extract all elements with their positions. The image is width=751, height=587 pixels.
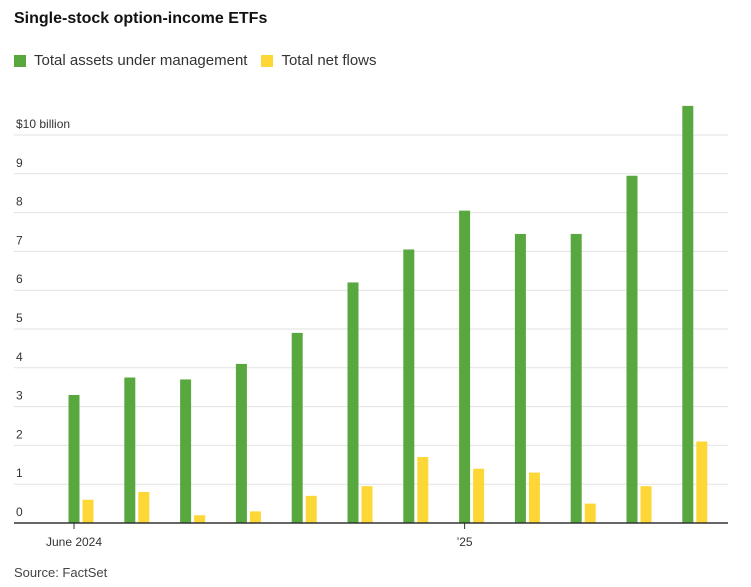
y-tick-label: 9 <box>16 156 23 170</box>
y-tick-label: 1 <box>16 466 23 480</box>
legend-swatch-flows <box>261 54 274 67</box>
y-tick-label: 4 <box>16 350 23 364</box>
bar-assets <box>347 282 359 523</box>
legend: Total assets under management Total net … <box>14 52 391 69</box>
y-tick-label: 2 <box>16 427 23 441</box>
bar-flows <box>696 441 708 523</box>
bar-flows <box>82 499 94 523</box>
bar-assets <box>459 210 471 523</box>
y-tick-label: 7 <box>16 233 23 247</box>
bar-flows <box>473 468 485 523</box>
bar-flows <box>249 511 261 523</box>
bar-assets <box>682 105 694 524</box>
y-tick-label: 0 <box>16 505 23 519</box>
bar-assets <box>68 394 80 523</box>
y-tick-label: 8 <box>16 195 23 209</box>
legend-label-assets: Total assets under management <box>34 52 248 69</box>
y-tick-label: $10 billion <box>16 117 70 131</box>
legend-item-flows: Total net flows <box>261 52 377 69</box>
bar-assets <box>180 379 192 523</box>
bar-flows <box>528 472 540 523</box>
bar-flows <box>640 486 652 523</box>
legend-swatch-assets <box>14 54 26 67</box>
bar-assets <box>235 363 247 523</box>
bar-assets <box>291 332 303 523</box>
bar-flows <box>361 486 373 523</box>
x-tick-label: June 2024 <box>46 535 102 549</box>
chart-title: Single-stock option-income ETFs <box>14 10 268 27</box>
bar-assets <box>626 175 638 524</box>
bar-flows <box>194 515 206 523</box>
bar-flows <box>417 457 429 523</box>
bar-flows <box>138 491 150 523</box>
bar-assets <box>124 377 136 523</box>
bar-assets <box>514 233 526 523</box>
legend-label-flows: Total net flows <box>281 52 377 69</box>
y-tick-label: 3 <box>16 389 23 403</box>
source-note: Source: FactSet <box>14 565 108 580</box>
legend-item-assets: Total assets under management <box>14 52 247 69</box>
y-tick-label: 5 <box>16 311 23 325</box>
bar-flows <box>305 495 317 523</box>
y-tick-label: 6 <box>16 272 23 286</box>
x-tick-label: ’25 <box>457 535 473 549</box>
bar-flows <box>584 503 596 523</box>
bar-assets <box>570 233 582 523</box>
bar-assets <box>403 249 415 523</box>
